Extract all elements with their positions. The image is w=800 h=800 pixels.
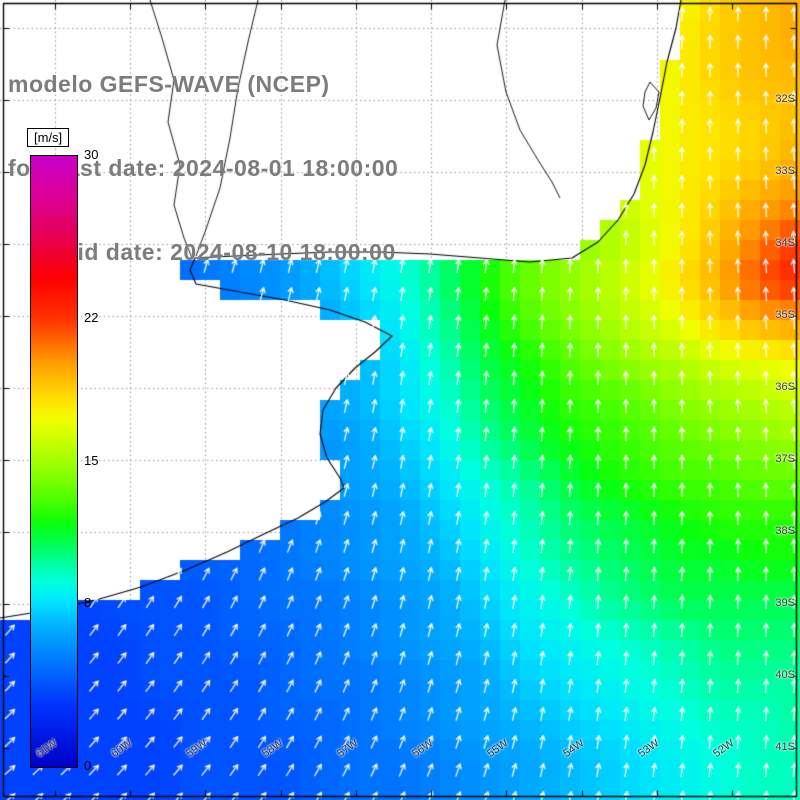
colorbar-tick-label: 8 xyxy=(84,595,92,611)
colorbar-tick-label: 22 xyxy=(84,309,99,325)
lat-axis-label: 35S xyxy=(775,309,795,321)
colorbar xyxy=(30,155,78,768)
lat-axis-label: 38S xyxy=(775,525,795,537)
lat-axis-label: 33S xyxy=(775,165,795,177)
lat-axis-label: 36S xyxy=(775,381,795,393)
lat-axis-label: 40S xyxy=(775,669,795,681)
colorbar-tick-label: 0 xyxy=(84,758,92,773)
colorbar-tick-label: 30 xyxy=(84,147,99,162)
lat-axis-label: 34S xyxy=(775,237,795,249)
model-title: modelo GEFS-WAVE (NCEP) xyxy=(8,71,330,97)
lat-axis-label: 39S xyxy=(775,597,795,609)
lat-axis-label: 37S xyxy=(775,453,795,465)
lat-axis-label: 41S xyxy=(775,741,795,753)
colorbar-units-label: [m/s] xyxy=(27,128,70,147)
colorbar-tick-label: 15 xyxy=(84,452,99,468)
valid-date-line: valid date: 2024-08-10 18:00:00 xyxy=(44,239,396,265)
lat-axis-label: 32S xyxy=(775,93,795,105)
